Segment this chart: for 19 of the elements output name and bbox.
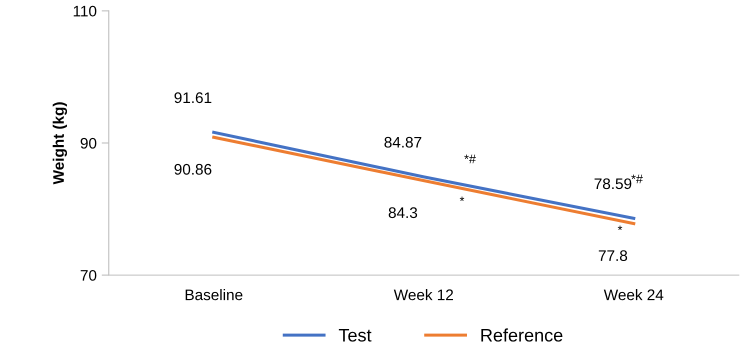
x-tick-label: Baseline: [186, 289, 242, 300]
annotation: *#: [631, 174, 643, 184]
y-tick-label: 90: [80, 138, 96, 149]
y-axis-title: Weight (kg): [52, 102, 68, 184]
data-label: 77.8: [598, 250, 628, 262]
x-tick-label: Week 12: [394, 289, 453, 300]
data-label: 84.3: [388, 207, 418, 218]
y-tick-label: 110: [74, 6, 96, 17]
data-label: 90.86: [174, 164, 212, 175]
legend-label: Test: [338, 329, 372, 342]
annotation: *: [460, 196, 464, 202]
data-label: 84.87: [384, 136, 422, 148]
x-tick-label: Week 24: [604, 289, 664, 300]
y-tick-label: 70: [80, 270, 96, 281]
annotation: *: [618, 226, 622, 230]
annotation: *#: [464, 154, 476, 164]
legend-label: Reference: [481, 328, 562, 342]
data-label: 78.59: [594, 178, 632, 190]
data-label: 91.61: [174, 92, 212, 104]
